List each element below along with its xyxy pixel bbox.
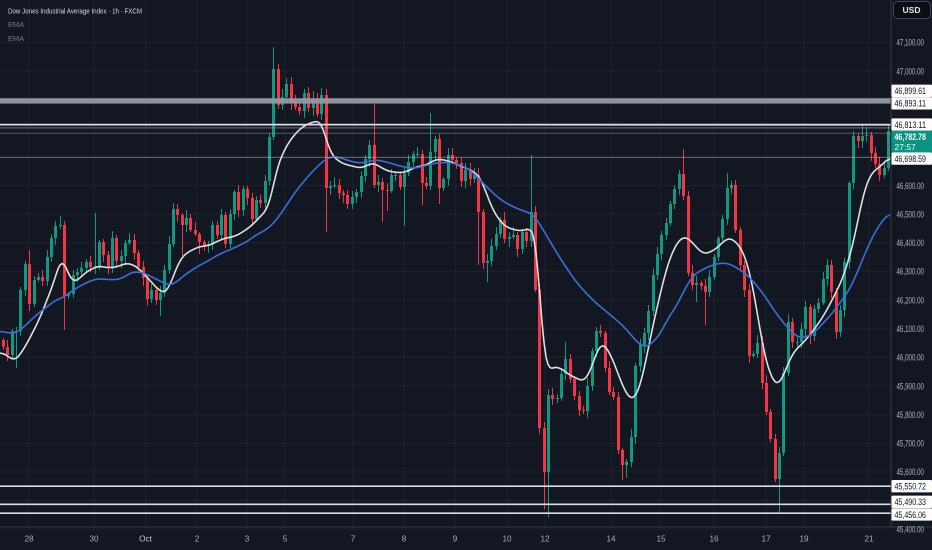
svg-text:USD: USD — [903, 5, 921, 15]
svg-text:5: 5 — [283, 534, 288, 543]
svg-text:45,456.06: 45,456.06 — [895, 510, 927, 520]
svg-text:17: 17 — [761, 534, 771, 543]
svg-text:8: 8 — [402, 534, 407, 543]
svg-text:EMA: EMA — [8, 36, 24, 43]
svg-text:46,899.61: 46,899.61 — [895, 86, 927, 96]
svg-text:3: 3 — [245, 534, 250, 543]
svg-text:9: 9 — [453, 534, 458, 543]
svg-text:46,893.11: 46,893.11 — [895, 99, 927, 109]
svg-text:45,800.00: 45,800.00 — [897, 410, 925, 420]
svg-text:Dow Jones Industrial Average I: Dow Jones Industrial Average Index · 1h … — [8, 7, 142, 16]
svg-text:45,400.00: 45,400.00 — [897, 524, 925, 534]
svg-text:45,700.00: 45,700.00 — [897, 439, 925, 449]
svg-text:45,550.72: 45,550.72 — [895, 482, 927, 492]
svg-text:46,600.00: 46,600.00 — [897, 181, 925, 191]
svg-text:47,100.00: 47,100.00 — [897, 38, 925, 48]
svg-text:47,000.00: 47,000.00 — [897, 66, 925, 76]
svg-text:27:57: 27:57 — [895, 142, 917, 152]
svg-text:10: 10 — [502, 534, 512, 543]
svg-text:45,900.00: 45,900.00 — [897, 381, 925, 391]
svg-text:45,600.00: 45,600.00 — [897, 467, 925, 477]
svg-text:7: 7 — [351, 534, 356, 543]
svg-text:46,698.59: 46,698.59 — [895, 154, 927, 164]
svg-text:28: 28 — [24, 534, 34, 543]
svg-text:21: 21 — [864, 534, 874, 543]
svg-text:46,000.00: 46,000.00 — [897, 353, 925, 363]
svg-text:46,400.00: 46,400.00 — [897, 238, 925, 248]
svg-text:45,490.33: 45,490.33 — [895, 497, 927, 507]
svg-text:30: 30 — [89, 534, 99, 543]
svg-text:14: 14 — [606, 534, 616, 543]
svg-text:EMA: EMA — [8, 22, 24, 29]
svg-text:16: 16 — [709, 534, 719, 543]
svg-text:12: 12 — [540, 534, 550, 543]
svg-text:2: 2 — [195, 534, 200, 543]
svg-text:19: 19 — [799, 534, 809, 543]
svg-text:46,100.00: 46,100.00 — [897, 324, 925, 334]
svg-text:46,782.78: 46,782.78 — [895, 132, 927, 142]
svg-text:15: 15 — [656, 534, 666, 543]
svg-text:Oct: Oct — [139, 534, 152, 543]
svg-text:46,300.00: 46,300.00 — [897, 267, 925, 277]
svg-text:46,500.00: 46,500.00 — [897, 210, 925, 220]
svg-text:46,813.11: 46,813.11 — [895, 120, 927, 130]
svg-text:46,200.00: 46,200.00 — [897, 295, 925, 305]
